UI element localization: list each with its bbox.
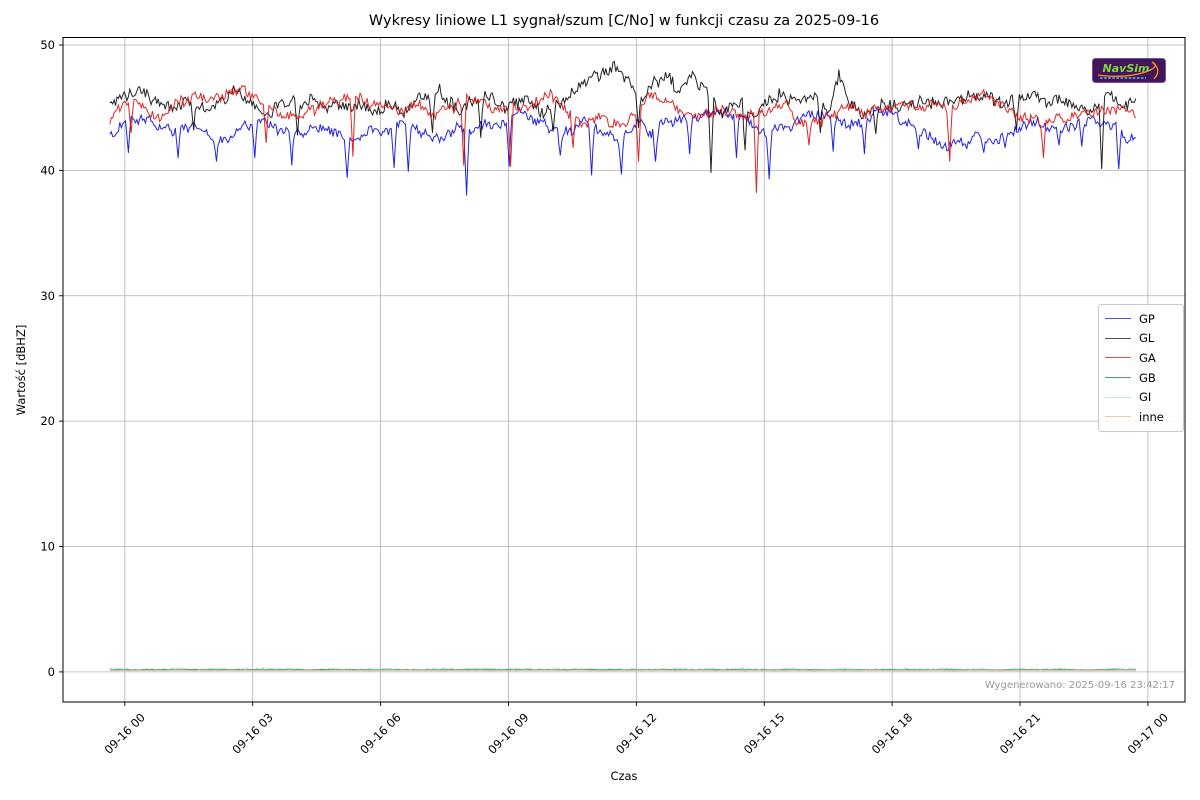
y-tick-labels: 0 10 20 30 40 50	[40, 38, 55, 679]
series-inne	[109, 669, 1136, 672]
plot-frame	[62, 37, 1186, 703]
x-tick-label: 09-16 18	[869, 710, 915, 756]
y-tick-label: 0	[48, 665, 55, 679]
legend-line-swatch	[1105, 337, 1131, 339]
legend-line-swatch	[1105, 416, 1131, 418]
legend-label: GA	[1139, 350, 1156, 365]
x-tick-label: 09-16 12	[613, 710, 659, 756]
x-tick-label: 09-17 00	[1125, 710, 1171, 756]
x-tick-label: 09-16 03	[229, 710, 275, 756]
legend-item-GB: GB	[1105, 368, 1177, 388]
logo-text: NavSim	[1103, 62, 1150, 75]
axis-ticks	[59, 44, 1149, 706]
series-GP	[109, 105, 1136, 196]
y-axis-label: Wartość [dBHZ]	[14, 324, 28, 416]
series-GL	[109, 60, 1137, 173]
x-tick-label: 09-16 15	[741, 710, 787, 756]
y-tick-label: 10	[40, 540, 55, 554]
y-tick-label: 20	[40, 414, 55, 428]
legend-item-inne: inne	[1105, 407, 1177, 427]
legend-line-swatch	[1105, 377, 1131, 379]
legend-line-swatch	[1105, 318, 1131, 320]
y-tick-label: 30	[40, 289, 55, 303]
navsim-logo: NavSim	[1092, 58, 1166, 83]
x-tick-labels: 09-16 00 09-16 03 09-16 06 09-16 09 09-16 12…	[101, 710, 1171, 756]
legend-item-GA: GA	[1105, 348, 1177, 368]
legend-label: GP	[1139, 311, 1155, 326]
y-tick-label: 40	[40, 163, 55, 177]
legend: GP GL GA GB GI inne	[1098, 304, 1184, 432]
series-lines	[109, 60, 1137, 672]
y-tick-label: 50	[40, 38, 55, 52]
x-tick-label: 09-16 06	[357, 710, 403, 756]
x-tick-label: 09-16 21	[997, 710, 1043, 756]
logo-orbit-arc-icon	[1152, 62, 1159, 80]
x-tick-label: 09-16 09	[485, 710, 531, 756]
legend-item-GI: GI	[1105, 387, 1177, 407]
legend-label: inne	[1139, 409, 1164, 424]
grid	[63, 37, 1185, 702]
legend-label: GL	[1139, 331, 1155, 346]
x-axis-label: Czas	[610, 769, 638, 783]
generated-timestamp: Wygenerowano: 2025-09-16 23:42:17	[984, 680, 1175, 691]
series-GA	[109, 84, 1137, 194]
chart-title: Wykresy liniowe L1 sygnał/szum [C/No] w …	[368, 13, 880, 29]
x-tick-label: 09-16 00	[101, 710, 147, 756]
legend-label: GI	[1139, 390, 1152, 405]
legend-line-swatch	[1105, 396, 1131, 398]
legend-label: GB	[1139, 370, 1156, 385]
legend-item-GL: GL	[1105, 329, 1177, 349]
legend-item-GP: GP	[1105, 309, 1177, 329]
legend-line-swatch	[1105, 357, 1131, 359]
